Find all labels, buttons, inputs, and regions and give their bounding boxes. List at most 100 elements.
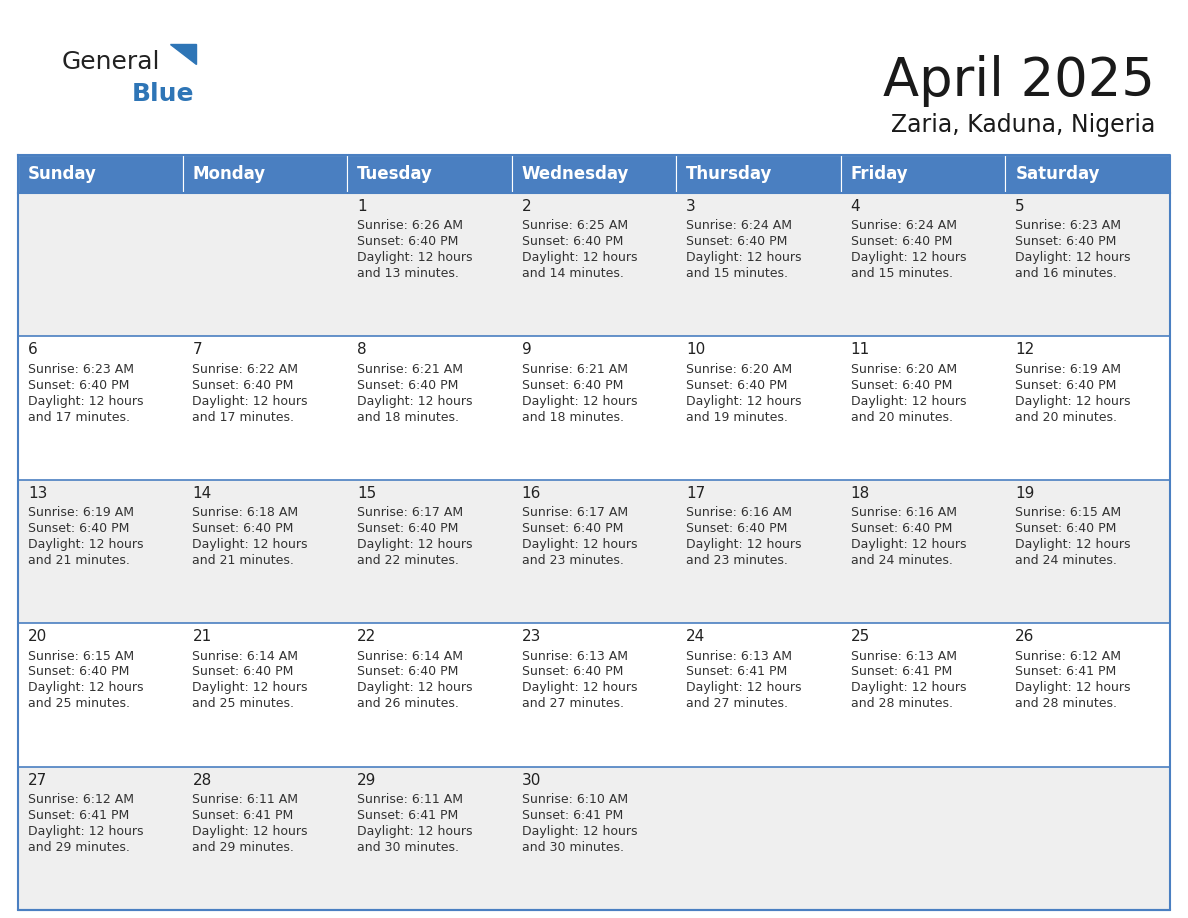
Text: Daylight: 12 hours: Daylight: 12 hours	[358, 395, 473, 408]
Text: Sunrise: 6:20 AM: Sunrise: 6:20 AM	[687, 363, 792, 375]
Bar	[1005, 336, 1170, 480]
Text: 13: 13	[27, 486, 48, 501]
Bar	[841, 767, 1005, 910]
Text: Sunset: 6:41 PM: Sunset: 6:41 PM	[192, 809, 293, 822]
Bar	[676, 336, 841, 480]
Text: 9: 9	[522, 342, 531, 357]
Text: Thursday: Thursday	[687, 165, 772, 183]
Text: 23: 23	[522, 629, 541, 644]
Bar	[1005, 193, 1170, 336]
Text: and 29 minutes.: and 29 minutes.	[192, 841, 295, 854]
Text: Sunrise: 6:11 AM: Sunrise: 6:11 AM	[358, 793, 463, 806]
Bar	[1005, 480, 1170, 623]
Text: Sunrise: 6:10 AM: Sunrise: 6:10 AM	[522, 793, 627, 806]
Text: 18: 18	[851, 486, 870, 501]
Text: 27: 27	[27, 773, 48, 788]
Text: Sunrise: 6:26 AM: Sunrise: 6:26 AM	[358, 219, 463, 232]
Text: Sunset: 6:40 PM: Sunset: 6:40 PM	[192, 666, 293, 678]
Bar	[347, 767, 512, 910]
Text: and 20 minutes.: and 20 minutes.	[1016, 410, 1117, 423]
Text: and 23 minutes.: and 23 minutes.	[687, 554, 788, 567]
Text: 4: 4	[851, 199, 860, 214]
Text: Daylight: 12 hours: Daylight: 12 hours	[1016, 538, 1131, 551]
Bar	[183, 193, 347, 336]
Text: Sunrise: 6:20 AM: Sunrise: 6:20 AM	[851, 363, 956, 375]
Text: Sunset: 6:40 PM: Sunset: 6:40 PM	[192, 522, 293, 535]
Text: 26: 26	[1016, 629, 1035, 644]
Bar	[347, 336, 512, 480]
Text: Daylight: 12 hours: Daylight: 12 hours	[687, 252, 802, 264]
Text: and 23 minutes.: and 23 minutes.	[522, 554, 624, 567]
Text: Sunrise: 6:17 AM: Sunrise: 6:17 AM	[358, 506, 463, 519]
Text: Sunrise: 6:16 AM: Sunrise: 6:16 AM	[851, 506, 956, 519]
Text: Sunset: 6:41 PM: Sunset: 6:41 PM	[687, 666, 788, 678]
Text: Sunset: 6:40 PM: Sunset: 6:40 PM	[522, 666, 623, 678]
Text: Sunrise: 6:14 AM: Sunrise: 6:14 AM	[192, 650, 298, 663]
Text: Sunrise: 6:18 AM: Sunrise: 6:18 AM	[192, 506, 298, 519]
Bar	[18, 336, 183, 480]
Text: Daylight: 12 hours: Daylight: 12 hours	[687, 681, 802, 694]
Bar	[18, 193, 183, 336]
Text: Sunset: 6:40 PM: Sunset: 6:40 PM	[27, 522, 129, 535]
Text: Daylight: 12 hours: Daylight: 12 hours	[851, 395, 966, 408]
Text: Daylight: 12 hours: Daylight: 12 hours	[687, 395, 802, 408]
Text: and 22 minutes.: and 22 minutes.	[358, 554, 459, 567]
Text: and 25 minutes.: and 25 minutes.	[27, 698, 129, 711]
Bar	[183, 155, 347, 193]
Bar	[18, 480, 183, 623]
Text: and 24 minutes.: and 24 minutes.	[851, 554, 953, 567]
Text: Sunrise: 6:12 AM: Sunrise: 6:12 AM	[27, 793, 134, 806]
Text: Daylight: 12 hours: Daylight: 12 hours	[358, 538, 473, 551]
Bar	[1005, 155, 1170, 193]
Bar	[676, 767, 841, 910]
Text: and 18 minutes.: and 18 minutes.	[522, 410, 624, 423]
Text: 5: 5	[1016, 199, 1025, 214]
Text: 16: 16	[522, 486, 541, 501]
Text: Sunset: 6:40 PM: Sunset: 6:40 PM	[358, 378, 459, 392]
Text: and 15 minutes.: and 15 minutes.	[851, 267, 953, 280]
Text: Daylight: 12 hours: Daylight: 12 hours	[192, 395, 308, 408]
Bar	[841, 480, 1005, 623]
Text: Daylight: 12 hours: Daylight: 12 hours	[687, 538, 802, 551]
Text: 22: 22	[358, 629, 377, 644]
Bar	[1005, 767, 1170, 910]
Text: Sunset: 6:40 PM: Sunset: 6:40 PM	[1016, 378, 1117, 392]
Text: Sunset: 6:40 PM: Sunset: 6:40 PM	[358, 235, 459, 248]
Bar	[841, 623, 1005, 767]
Text: Daylight: 12 hours: Daylight: 12 hours	[192, 538, 308, 551]
Text: 1: 1	[358, 199, 367, 214]
Bar	[512, 336, 676, 480]
Text: Sunrise: 6:25 AM: Sunrise: 6:25 AM	[522, 219, 627, 232]
Text: Sunset: 6:40 PM: Sunset: 6:40 PM	[851, 235, 952, 248]
Text: Monday: Monday	[192, 165, 266, 183]
Text: General: General	[62, 50, 160, 74]
Text: and 14 minutes.: and 14 minutes.	[522, 267, 624, 280]
Text: Sunrise: 6:12 AM: Sunrise: 6:12 AM	[1016, 650, 1121, 663]
Text: Sunset: 6:40 PM: Sunset: 6:40 PM	[687, 378, 788, 392]
Text: Daylight: 12 hours: Daylight: 12 hours	[1016, 395, 1131, 408]
Text: and 24 minutes.: and 24 minutes.	[1016, 554, 1117, 567]
Text: 15: 15	[358, 486, 377, 501]
Text: Sunset: 6:40 PM: Sunset: 6:40 PM	[358, 666, 459, 678]
Text: Sunset: 6:40 PM: Sunset: 6:40 PM	[358, 522, 459, 535]
Text: 12: 12	[1016, 342, 1035, 357]
Text: Zaria, Kaduna, Nigeria: Zaria, Kaduna, Nigeria	[891, 113, 1155, 137]
Text: Sunrise: 6:11 AM: Sunrise: 6:11 AM	[192, 793, 298, 806]
Bar	[841, 155, 1005, 193]
Text: and 25 minutes.: and 25 minutes.	[192, 698, 295, 711]
Bar	[18, 623, 183, 767]
Text: and 26 minutes.: and 26 minutes.	[358, 698, 459, 711]
Text: and 15 minutes.: and 15 minutes.	[687, 267, 788, 280]
Text: and 30 minutes.: and 30 minutes.	[522, 841, 624, 854]
Bar	[512, 193, 676, 336]
Text: Sunrise: 6:19 AM: Sunrise: 6:19 AM	[1016, 363, 1121, 375]
Text: Sunset: 6:41 PM: Sunset: 6:41 PM	[27, 809, 129, 822]
Bar	[676, 155, 841, 193]
Bar	[347, 480, 512, 623]
Text: 25: 25	[851, 629, 870, 644]
Bar	[1005, 623, 1170, 767]
Text: Sunrise: 6:14 AM: Sunrise: 6:14 AM	[358, 650, 463, 663]
Text: and 28 minutes.: and 28 minutes.	[1016, 698, 1117, 711]
Text: Sunset: 6:41 PM: Sunset: 6:41 PM	[358, 809, 459, 822]
Bar	[676, 193, 841, 336]
